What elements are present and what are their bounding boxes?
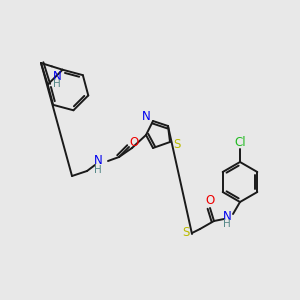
Text: H: H xyxy=(94,165,102,175)
Text: N: N xyxy=(94,154,102,166)
Text: O: O xyxy=(206,194,214,208)
Text: H: H xyxy=(53,80,61,89)
Text: N: N xyxy=(142,110,150,124)
Text: O: O xyxy=(129,136,139,148)
Text: N: N xyxy=(223,209,231,223)
Text: S: S xyxy=(182,226,190,238)
Text: Cl: Cl xyxy=(234,136,246,149)
Text: S: S xyxy=(173,139,181,152)
Text: H: H xyxy=(223,219,231,229)
Text: N: N xyxy=(52,70,61,83)
